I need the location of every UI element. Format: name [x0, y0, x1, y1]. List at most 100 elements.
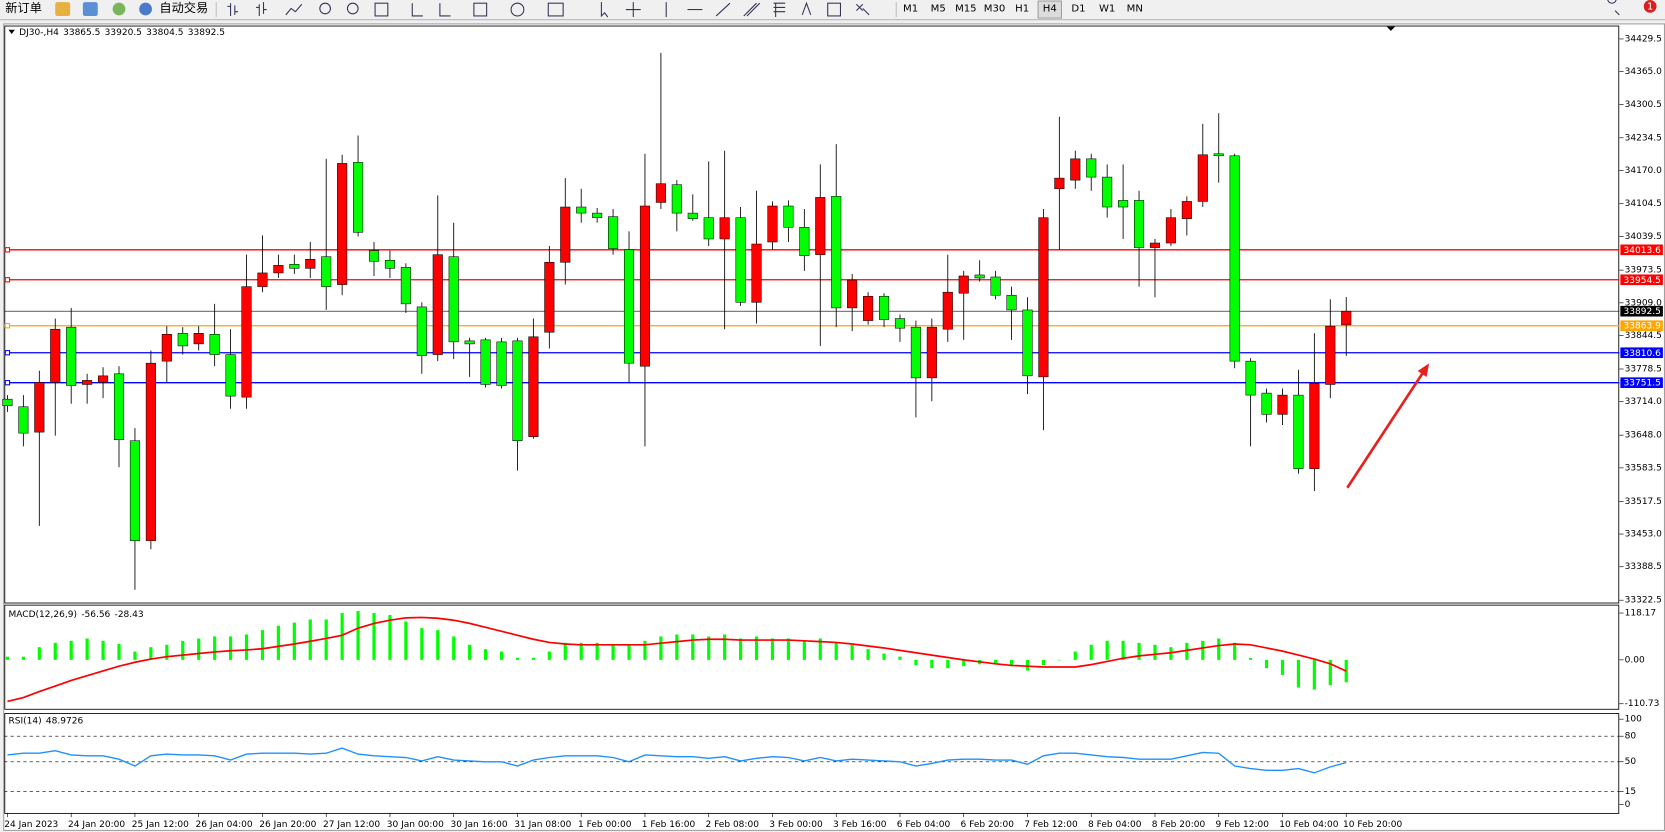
line-chart-icon[interactable]	[285, 3, 303, 16]
timeframe-button[interactable]: M15	[955, 4, 977, 15]
macd-bar	[946, 659, 950, 669]
y-tick-label: 34365.0	[1625, 67, 1663, 77]
macd-bar	[1009, 659, 1014, 667]
candle-body	[1149, 242, 1161, 248]
crosshair-icon[interactable]	[625, 2, 641, 18]
candle-body	[384, 259, 395, 269]
autoscroll-icon[interactable]	[411, 3, 423, 17]
auto-trading-button[interactable]: 自动交易	[159, 0, 208, 15]
x-tick-label: 1 Feb 00:00	[578, 820, 632, 830]
cursor-icon[interactable]	[600, 2, 609, 18]
icon[interactable]	[139, 2, 152, 16]
search-icon[interactable]	[1607, 0, 1620, 16]
macd-bar	[468, 644, 472, 660]
macd-bar	[802, 640, 806, 660]
candle-body	[480, 339, 491, 385]
macd-bar	[834, 642, 838, 660]
macd-bar	[850, 644, 854, 660]
rsi-header: RSI(14) 48.9726	[9, 716, 84, 726]
timeframe-button[interactable]: H1	[1015, 4, 1029, 15]
candle-body	[719, 217, 730, 240]
price-level-label: 33954.5	[1624, 276, 1661, 286]
candle-chart-icon[interactable]	[256, 2, 267, 16]
candle-body	[926, 326, 937, 379]
icon[interactable]	[82, 2, 98, 16]
zoom-out-icon[interactable]	[346, 2, 359, 15]
active-timeframe-highlight	[1037, 0, 1063, 19]
macd-bar	[962, 659, 966, 667]
timeframe-button[interactable]: M1	[903, 4, 918, 15]
macd-title: MACD(12,26,9)	[9, 610, 77, 620]
candle-body	[544, 262, 555, 333]
candle-body	[496, 341, 507, 386]
y-tick-label: 33844.5	[1625, 331, 1662, 341]
symbol-menu-arrow[interactable]	[8, 29, 15, 35]
y-tick-label: 34039.5	[1625, 232, 1662, 242]
indicators-icon[interactable]	[473, 2, 488, 17]
macd-panel-frame	[4, 604, 1620, 710]
candle-body	[1102, 176, 1113, 208]
y-tick-label: 34234.5	[1625, 133, 1662, 143]
macd-bar	[611, 644, 615, 660]
y-tick-label: 33583.5	[1625, 463, 1662, 473]
candle-body	[560, 206, 571, 263]
channel-icon[interactable]	[743, 2, 761, 17]
macd-bar	[1312, 659, 1316, 690]
tile-icon[interactable]	[374, 2, 389, 17]
macd-bar	[117, 644, 121, 660]
x-tick-label: 26 Jan 20:00	[259, 820, 316, 830]
candle-body	[177, 332, 188, 347]
arrows-icon[interactable]	[856, 3, 870, 16]
trendline-icon[interactable]	[715, 2, 731, 17]
x-tick-label: 8 Feb 04:00	[1088, 820, 1142, 830]
candle-body	[958, 275, 969, 294]
timeframe-button[interactable]: M30	[984, 4, 1006, 15]
candle-body	[1181, 201, 1192, 219]
macd-bar	[1233, 642, 1237, 660]
macd-bar	[340, 613, 344, 660]
candle-body	[1118, 200, 1129, 208]
new-order-button[interactable]: 新订单	[5, 0, 42, 15]
macd-bar	[1057, 659, 1061, 661]
macd-bar	[659, 636, 663, 660]
fibo-icon[interactable]	[773, 2, 786, 18]
candle-body	[337, 163, 348, 285]
icon[interactable]	[55, 2, 71, 16]
timeframe-button[interactable]: H4	[1043, 4, 1057, 15]
macd-bar	[1201, 640, 1205, 660]
shift-icon[interactable]	[439, 3, 451, 17]
timeframe-button[interactable]: M5	[931, 4, 946, 15]
y-tick-label: 80	[1625, 732, 1637, 742]
price-level-label: 33810.6	[1624, 349, 1662, 359]
timeframe-button[interactable]: W1	[1099, 4, 1115, 15]
timeframe-button[interactable]: MN	[1127, 4, 1143, 15]
rsi-value: 48.9726	[46, 716, 84, 726]
x-tick-label: 30 Jan 00:00	[387, 820, 444, 830]
price-level-handle	[4, 350, 11, 356]
macd-bar	[308, 619, 312, 660]
timeframe-button[interactable]: D1	[1071, 4, 1085, 15]
chart-shift-marker[interactable]	[1386, 26, 1396, 31]
x-tick-label: 2 Feb 08:00	[706, 820, 760, 830]
y-tick-label: 33453.0	[1625, 530, 1663, 540]
templates-icon[interactable]	[547, 2, 564, 17]
arrow-shaft	[1346, 372, 1424, 489]
price-level-tag	[1620, 274, 1663, 286]
zoom-in-icon[interactable]	[319, 2, 331, 15]
y-tick-label: 33388.5	[1625, 562, 1662, 572]
text-icon[interactable]	[801, 1, 812, 16]
macd-bar	[181, 640, 185, 660]
periods-icon[interactable]	[510, 2, 525, 17]
macd-bar	[260, 630, 265, 660]
x-tick-label: 24 Jan 20:00	[68, 820, 125, 830]
candle-body	[863, 295, 874, 321]
macd-bar	[1296, 659, 1301, 688]
macd-bar	[420, 628, 424, 660]
macd-bar	[994, 659, 998, 664]
candle-body	[910, 326, 921, 379]
notification-badge[interactable]	[1643, 0, 1657, 13]
label-icon[interactable]	[827, 2, 842, 17]
bar-chart-icon[interactable]	[227, 3, 239, 16]
icon[interactable]	[112, 2, 126, 16]
macd-bar	[1105, 640, 1109, 660]
